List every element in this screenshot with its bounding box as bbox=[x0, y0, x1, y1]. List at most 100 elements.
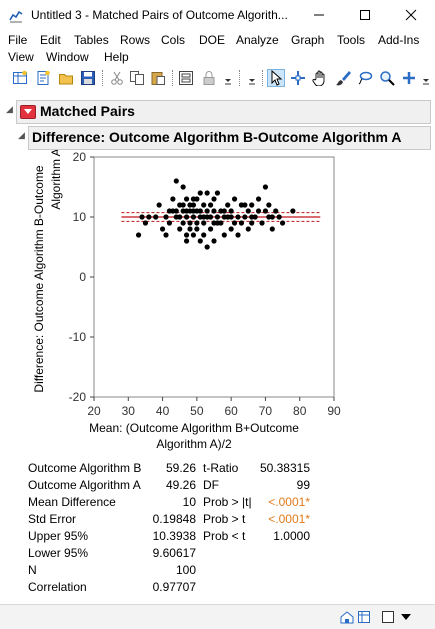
data-point[interactable] bbox=[146, 214, 152, 220]
data-point[interactable] bbox=[183, 238, 190, 244]
data-point[interactable] bbox=[190, 202, 197, 208]
data-point[interactable] bbox=[194, 220, 200, 226]
data-point[interactable] bbox=[180, 202, 186, 208]
data-point[interactable] bbox=[255, 208, 262, 214]
data-point[interactable] bbox=[211, 220, 217, 226]
copy-icon[interactable] bbox=[129, 70, 145, 86]
data-point[interactable] bbox=[177, 226, 183, 232]
data-table-icon[interactable] bbox=[357, 610, 371, 627]
data-point[interactable] bbox=[238, 220, 245, 226]
data-point[interactable] bbox=[201, 214, 207, 220]
lasso-tool-icon[interactable] bbox=[357, 70, 373, 86]
magnifier-tool-icon[interactable] bbox=[379, 70, 395, 86]
data-point[interactable] bbox=[207, 214, 214, 220]
data-point[interactable] bbox=[221, 232, 227, 238]
data-point[interactable] bbox=[180, 184, 186, 190]
data-point[interactable] bbox=[262, 208, 269, 214]
data-point[interactable] bbox=[204, 208, 210, 214]
data-point[interactable] bbox=[245, 208, 251, 214]
data-point[interactable] bbox=[249, 220, 255, 226]
save-icon[interactable] bbox=[80, 70, 96, 86]
data-point[interactable] bbox=[187, 220, 193, 226]
data-point[interactable] bbox=[197, 208, 203, 214]
data-point[interactable] bbox=[204, 190, 210, 196]
new-data-table-icon[interactable] bbox=[12, 70, 28, 86]
data-point[interactable] bbox=[156, 202, 162, 208]
data-point[interactable] bbox=[228, 214, 234, 220]
data-point[interactable] bbox=[183, 196, 190, 202]
data-point[interactable] bbox=[197, 238, 203, 244]
data-point[interactable] bbox=[249, 214, 255, 220]
data-point[interactable] bbox=[242, 214, 248, 220]
menu-file[interactable]: File bbox=[8, 33, 28, 47]
menu-tables[interactable]: Tables bbox=[74, 33, 109, 47]
data-point[interactable] bbox=[197, 190, 203, 196]
data-point[interactable] bbox=[290, 208, 296, 214]
toolbar-overflow-icon[interactable] bbox=[419, 70, 435, 86]
menu-graph[interactable]: Graph bbox=[291, 33, 325, 47]
menu-analyze[interactable]: Analyze bbox=[236, 33, 279, 47]
data-point[interactable] bbox=[273, 208, 279, 214]
data-point[interactable] bbox=[228, 226, 234, 232]
data-point[interactable] bbox=[201, 220, 207, 226]
new-script-icon[interactable] bbox=[35, 70, 51, 86]
data-point[interactable] bbox=[163, 232, 169, 238]
data-point[interactable] bbox=[163, 214, 169, 220]
data-point[interactable] bbox=[201, 232, 207, 238]
home-icon[interactable] bbox=[340, 610, 354, 627]
menu-cols[interactable]: Cols bbox=[161, 33, 186, 47]
maximize-button[interactable] bbox=[352, 6, 378, 26]
data-point[interactable] bbox=[276, 214, 282, 220]
data-point[interactable] bbox=[173, 178, 179, 184]
data-point[interactable] bbox=[214, 214, 221, 220]
menu-doe[interactable]: DOE bbox=[199, 33, 226, 47]
data-point[interactable] bbox=[173, 208, 179, 214]
data-point[interactable] bbox=[190, 196, 197, 202]
data-point[interactable] bbox=[242, 202, 248, 208]
toolbar-overflow-icon[interactable] bbox=[245, 70, 261, 86]
close-button[interactable] bbox=[398, 6, 424, 26]
data-point[interactable] bbox=[279, 220, 286, 226]
menu-edit[interactable]: Edit bbox=[40, 33, 61, 47]
paste-icon[interactable] bbox=[150, 70, 166, 86]
data-point[interactable] bbox=[249, 202, 255, 208]
hand-tool-icon[interactable] bbox=[312, 70, 328, 87]
data-point[interactable] bbox=[245, 226, 251, 232]
data-point[interactable] bbox=[269, 226, 275, 232]
data-point[interactable] bbox=[194, 226, 200, 232]
data-point[interactable] bbox=[211, 208, 217, 214]
data-point[interactable] bbox=[170, 196, 176, 202]
data-point[interactable] bbox=[177, 214, 183, 220]
data-point[interactable] bbox=[225, 202, 231, 208]
data-point[interactable] bbox=[269, 214, 275, 220]
data-point[interactable] bbox=[235, 232, 241, 238]
data-point[interactable] bbox=[204, 244, 210, 250]
window-list-icon[interactable] bbox=[381, 610, 395, 627]
menu-view[interactable]: View bbox=[8, 50, 34, 64]
data-point[interactable] bbox=[266, 202, 272, 208]
data-point[interactable] bbox=[201, 202, 207, 208]
data-point[interactable] bbox=[262, 184, 269, 190]
data-point[interactable] bbox=[255, 196, 262, 202]
data-point[interactable] bbox=[142, 220, 149, 226]
chevron-down-icon[interactable] bbox=[400, 611, 412, 626]
menu-tools[interactable]: Tools bbox=[337, 33, 366, 47]
cut-icon[interactable] bbox=[109, 70, 125, 86]
menu-rows[interactable]: Rows bbox=[120, 33, 151, 47]
data-point[interactable] bbox=[159, 226, 166, 232]
data-point[interactable] bbox=[180, 220, 186, 226]
data-point[interactable] bbox=[211, 196, 217, 202]
menu-add-ins[interactable]: Add-Ins bbox=[378, 33, 420, 47]
data-point[interactable] bbox=[139, 214, 145, 220]
disclosure-icon[interactable]: ◢ bbox=[18, 130, 25, 140]
data-point[interactable] bbox=[153, 214, 159, 220]
data-point[interactable] bbox=[190, 232, 197, 238]
data-point[interactable] bbox=[187, 226, 193, 232]
data-point[interactable] bbox=[207, 226, 214, 232]
data-point[interactable] bbox=[235, 214, 241, 220]
data-point[interactable] bbox=[207, 202, 214, 208]
toolbar-overflow-icon[interactable] bbox=[221, 70, 237, 86]
disclosure-icon[interactable]: ◢ bbox=[6, 104, 13, 114]
menu-help[interactable]: Help bbox=[104, 50, 129, 64]
add-tool-icon[interactable] bbox=[401, 70, 417, 86]
